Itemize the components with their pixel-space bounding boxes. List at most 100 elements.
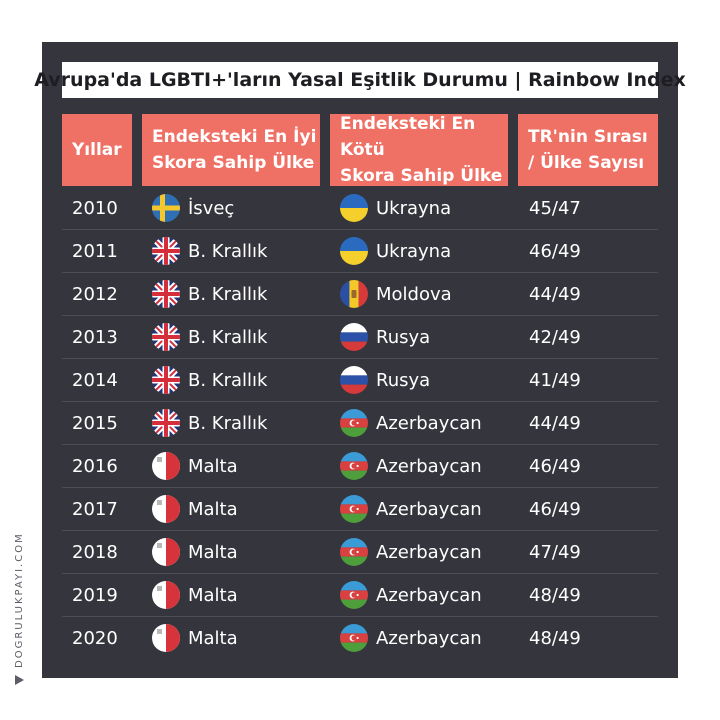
year-cell: 2016	[72, 455, 118, 477]
dogrulukpayi-logo-icon	[15, 675, 24, 685]
tr-rank-cell: 47/49	[529, 541, 581, 563]
best-country-name: B. Krallık	[188, 240, 268, 262]
tr-rank-cell: 45/47	[529, 197, 581, 219]
best-country-name: İsveç	[188, 197, 235, 219]
worst-country-name: Moldova	[376, 283, 452, 305]
worst-country-name: Azerbaycan	[376, 412, 482, 434]
header-worst-line1: Endeksteki En Kötü	[340, 114, 476, 160]
year-cell: 2018	[72, 541, 118, 563]
best-country-name: B. Krallık	[188, 369, 268, 391]
best-country-cell: B. Krallık	[152, 273, 267, 315]
header-years-label: Yıllar	[72, 140, 122, 160]
source-credit-text: DOGRULUKPAYI.COM	[13, 532, 25, 668]
ukraine-flag-icon	[340, 194, 368, 222]
header-years: Yıllar	[62, 114, 132, 186]
tr-rank-cell: 42/49	[529, 326, 581, 348]
best-country-name: Malta	[188, 541, 238, 563]
malta-flag-icon	[152, 495, 180, 523]
year-cell: 2013	[72, 326, 118, 348]
best-country-cell: Malta	[152, 617, 238, 659]
tr-rank-cell: 44/49	[529, 412, 581, 434]
sweden-flag-icon	[152, 194, 180, 222]
best-country-name: Malta	[188, 455, 238, 477]
best-country-name: Malta	[188, 627, 238, 649]
worst-country-cell: Ukrayna	[340, 187, 451, 229]
ukraine-flag-icon	[340, 237, 368, 265]
best-country-name: B. Krallık	[188, 283, 268, 305]
tr-rank-cell: 46/49	[529, 240, 581, 262]
best-country-cell: B. Krallık	[152, 230, 267, 272]
malta-flag-icon	[152, 538, 180, 566]
tr-rank-cell: 46/49	[529, 498, 581, 520]
worst-country-cell: Azerbaycan	[340, 445, 482, 487]
uk-flag-icon	[152, 237, 180, 265]
russia-flag-icon	[340, 366, 368, 394]
best-country-cell: B. Krallık	[152, 316, 267, 358]
table-row: 2012 B. Krallık Moldova 44/49	[62, 273, 658, 316]
worst-country-cell: Moldova	[340, 273, 452, 315]
best-country-cell: Malta	[152, 574, 238, 616]
table-row: 2014 B. Krallık Rusya 41/49	[62, 359, 658, 402]
page-title: Avrupa'da LGBTI+'ların Yasal Eşitlik Dur…	[34, 62, 686, 98]
worst-country-cell: Azerbaycan	[340, 574, 482, 616]
header-tr-line1: TR'nin Sırası	[528, 127, 648, 147]
header-best-country: Endeksteki En İyi Skora Sahip Ülke	[142, 114, 320, 186]
uk-flag-icon	[152, 366, 180, 394]
header-best-line2: Skora Sahip Ülke	[152, 153, 315, 173]
worst-country-name: Ukrayna	[376, 197, 452, 219]
azerbaijan-flag-icon	[340, 495, 368, 523]
year-cell: 2020	[72, 627, 118, 649]
table-row: 2013 B. Krallık Rusya 42/49	[62, 316, 658, 359]
best-country-cell: Malta	[152, 488, 238, 530]
infographic-panel: Avrupa'da LGBTI+'ların Yasal Eşitlik Dur…	[34, 42, 686, 678]
header-worst-line2: Skora Sahip Ülke	[340, 166, 503, 186]
best-country-cell: B. Krallık	[152, 359, 267, 401]
worst-country-name: Azerbaycan	[376, 627, 482, 649]
worst-country-name: Azerbaycan	[376, 541, 482, 563]
azerbaijan-flag-icon	[340, 452, 368, 480]
uk-flag-icon	[152, 323, 180, 351]
worst-country-name: Rusya	[376, 369, 431, 391]
tr-rank-cell: 41/49	[529, 369, 581, 391]
table-row: 2016 Malta Azerbaycan 46/49	[62, 445, 658, 488]
year-cell: 2011	[72, 240, 118, 262]
year-cell: 2012	[72, 283, 118, 305]
malta-flag-icon	[152, 624, 180, 652]
tr-rank-cell: 44/49	[529, 283, 581, 305]
year-cell: 2017	[72, 498, 118, 520]
header-tr-line2: / Ülke Sayısı	[528, 153, 645, 173]
table-row: 2011 B. Krallık Ukrayna 46/49	[62, 230, 658, 273]
uk-flag-icon	[152, 409, 180, 437]
azerbaijan-flag-icon	[340, 409, 368, 437]
worst-country-name: Ukrayna	[376, 240, 452, 262]
year-cell: 2010	[72, 197, 118, 219]
header-tr-rank: TR'nin Sırası / Ülke Sayısı	[518, 114, 658, 186]
table-row: 2015 B. Krallık Azerbaycan 44/49	[62, 402, 658, 445]
best-country-name: Malta	[188, 584, 238, 606]
malta-flag-icon	[152, 452, 180, 480]
russia-flag-icon	[340, 323, 368, 351]
worst-country-cell: Azerbaycan	[340, 531, 482, 573]
azerbaijan-flag-icon	[340, 538, 368, 566]
azerbaijan-flag-icon	[340, 581, 368, 609]
source-credit: DOGRULUKPAYI.COM	[13, 532, 25, 686]
table-row: 2017 Malta Azerbaycan 46/49	[62, 488, 658, 531]
table-row: 2019 Malta Azerbaycan 48/49	[62, 574, 658, 617]
best-country-name: B. Krallık	[188, 412, 268, 434]
year-cell: 2019	[72, 584, 118, 606]
worst-country-cell: Rusya	[340, 316, 430, 358]
worst-country-cell: Rusya	[340, 359, 430, 401]
header-best-line1: Endeksteki En İyi	[152, 127, 317, 147]
worst-country-name: Rusya	[376, 326, 431, 348]
tr-rank-cell: 48/49	[529, 627, 581, 649]
year-cell: 2015	[72, 412, 118, 434]
azerbaijan-flag-icon	[340, 624, 368, 652]
header-worst-country: Endeksteki En Kötü Skora Sahip Ülke	[330, 114, 508, 186]
worst-country-cell: Azerbaycan	[340, 402, 482, 444]
table-row: 2010 İsveç Ukrayna 45/47	[62, 187, 658, 230]
worst-country-cell: Azerbaycan	[340, 488, 482, 530]
table-row: 2018 Malta Azerbaycan 47/49	[62, 531, 658, 574]
best-country-name: Malta	[188, 498, 238, 520]
best-country-cell: B. Krallık	[152, 402, 267, 444]
uk-flag-icon	[152, 280, 180, 308]
